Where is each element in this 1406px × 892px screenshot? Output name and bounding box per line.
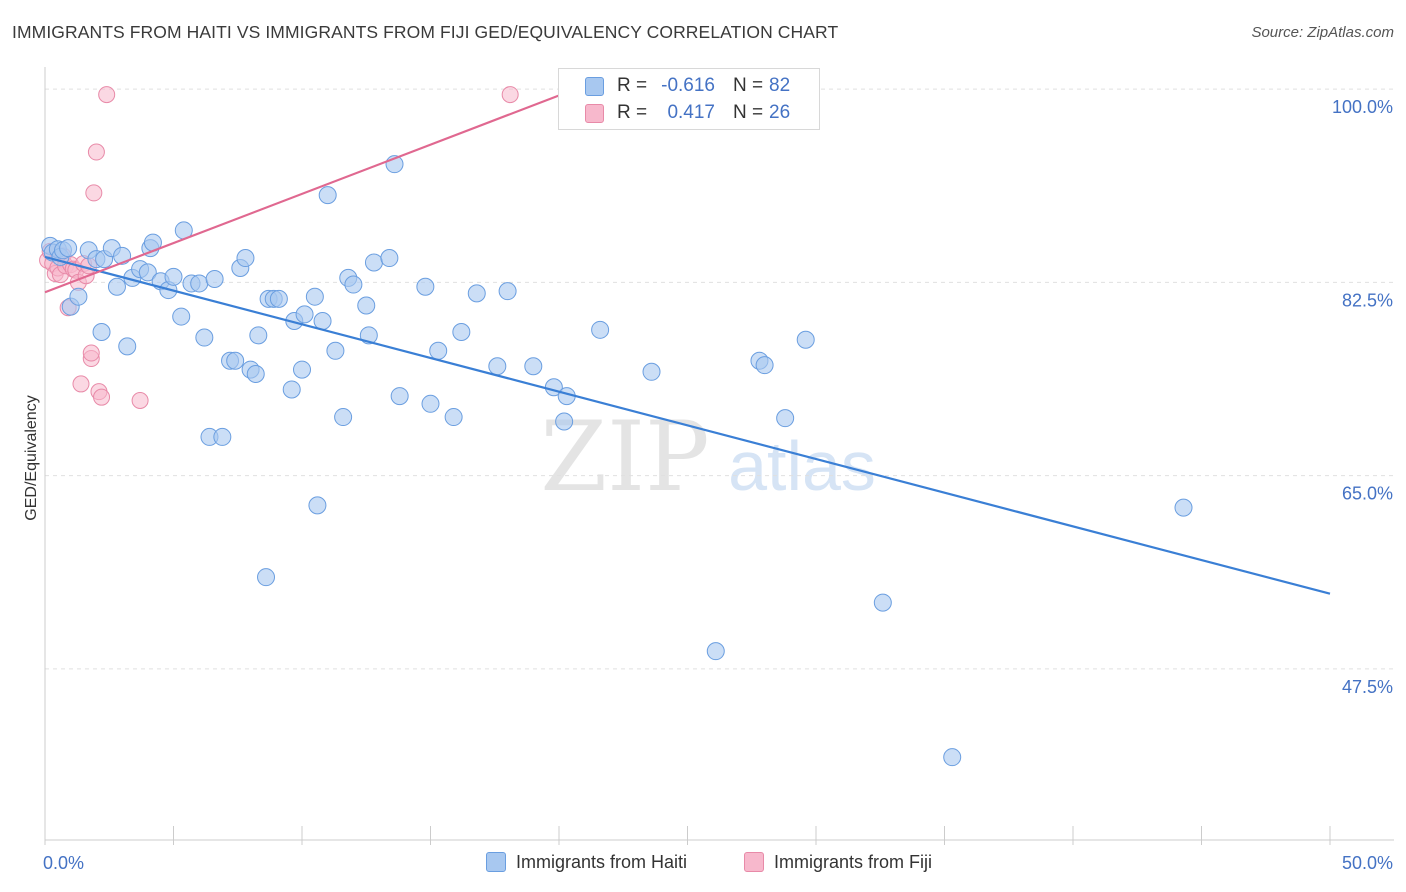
fiji-point bbox=[82, 344, 100, 362]
bottom-legend-fiji: Immigrants from Fiji bbox=[744, 852, 932, 873]
haiti-point bbox=[190, 274, 209, 293]
haiti-point bbox=[305, 287, 324, 306]
watermark-atlas: atlas bbox=[728, 427, 876, 505]
legend-swatch-haiti bbox=[585, 77, 604, 96]
legend-swatch-fiji bbox=[585, 104, 604, 123]
haiti-point bbox=[444, 408, 463, 427]
fiji-trendline bbox=[44, 92, 565, 294]
x-tick-label: 0.0% bbox=[43, 853, 84, 873]
haiti-point bbox=[452, 323, 471, 342]
fiji-point bbox=[87, 143, 105, 161]
haiti-point bbox=[467, 284, 486, 303]
fiji-point bbox=[93, 388, 111, 406]
legend-row-haiti: R = -0.616 N = 82 bbox=[559, 73, 819, 99]
legend-r-value: 0.417 bbox=[667, 102, 715, 123]
haiti-point bbox=[488, 357, 507, 376]
haiti-point bbox=[429, 341, 448, 360]
haiti-point bbox=[226, 351, 245, 370]
chart-title: IMMIGRANTS FROM HAITI VS IMMIGRANTS FROM… bbox=[12, 22, 839, 42]
fiji-point bbox=[501, 86, 519, 104]
legend-row-fiji: R = 0.417 N = 26 bbox=[559, 100, 819, 126]
watermark: ZIP atlas bbox=[540, 401, 876, 513]
source-label: Source: ZipAtlas.com bbox=[1251, 24, 1394, 41]
haiti-point bbox=[282, 380, 301, 399]
y-tick-label: 65.0% bbox=[1342, 484, 1393, 504]
legend-n-label: N = bbox=[733, 75, 764, 96]
haiti-point bbox=[92, 323, 111, 342]
haiti-point bbox=[421, 394, 440, 413]
bottom-legend-swatch-haiti bbox=[486, 852, 506, 872]
haiti-point bbox=[138, 263, 157, 282]
haiti-point bbox=[390, 387, 409, 406]
haiti-point bbox=[205, 270, 224, 289]
legend-n-value: 82 bbox=[769, 75, 791, 96]
x-tick-label: 50.0% bbox=[1342, 853, 1393, 873]
haiti-point bbox=[118, 337, 137, 356]
haiti-point bbox=[873, 593, 892, 612]
haiti-point bbox=[416, 277, 435, 296]
legend-r-label: R = bbox=[617, 102, 648, 123]
haiti-point bbox=[380, 249, 399, 268]
haiti-point bbox=[293, 360, 311, 379]
bottom-legend-fiji-label: Immigrants from Fiji bbox=[774, 852, 933, 872]
haiti-point bbox=[642, 362, 661, 381]
haiti-point bbox=[364, 253, 383, 272]
fiji-point bbox=[85, 184, 103, 202]
haiti-point bbox=[59, 239, 78, 258]
fiji-point bbox=[131, 391, 149, 409]
haiti-point bbox=[498, 282, 517, 301]
haiti-point bbox=[257, 568, 276, 587]
haiti-point bbox=[246, 364, 265, 383]
fiji-point bbox=[98, 86, 116, 104]
haiti-point bbox=[164, 267, 183, 286]
haiti-point bbox=[555, 412, 574, 431]
haiti-point bbox=[1174, 498, 1193, 517]
haiti-point bbox=[943, 748, 962, 767]
haiti-point bbox=[107, 277, 126, 296]
bottom-legend-haiti: Immigrants from Haiti bbox=[486, 852, 687, 873]
haiti-point bbox=[269, 289, 288, 308]
haiti-trendline bbox=[44, 255, 1331, 595]
haiti-point bbox=[706, 642, 725, 661]
haiti-point bbox=[776, 409, 795, 428]
haiti-point bbox=[591, 320, 610, 339]
trendlines bbox=[44, 92, 1331, 595]
haiti-point bbox=[326, 341, 345, 360]
legend-n-label: N = bbox=[733, 102, 764, 123]
haiti-point bbox=[344, 275, 363, 294]
haiti-point bbox=[524, 357, 543, 376]
bottom-legend-swatch-fiji bbox=[744, 852, 764, 872]
haiti-point bbox=[172, 307, 191, 326]
haiti-point bbox=[213, 427, 232, 446]
haiti-point bbox=[755, 356, 774, 375]
y-tick-label: 82.5% bbox=[1342, 290, 1393, 310]
bottom-legend-haiti-label: Immigrants from Haiti bbox=[516, 852, 688, 872]
haiti-point bbox=[308, 496, 327, 515]
haiti-point bbox=[357, 296, 376, 315]
axes bbox=[44, 67, 1394, 845]
legend-r-value: -0.616 bbox=[661, 75, 715, 96]
haiti-point bbox=[318, 186, 337, 205]
legend-n-value: 26 bbox=[769, 102, 791, 123]
haiti-point bbox=[313, 311, 332, 330]
haiti-point bbox=[334, 408, 353, 427]
haiti-point bbox=[69, 287, 88, 306]
legend-r-label: R = bbox=[617, 75, 648, 96]
haiti-point bbox=[236, 249, 255, 268]
haiti-point bbox=[295, 305, 314, 324]
haiti-point bbox=[195, 328, 214, 347]
correlation-legend: R = -0.616 N = 82 R = 0.417 N = 26 bbox=[558, 68, 820, 130]
tick-labels: 47.5% 65.0% 82.5% 100.0% 0.0% 50.0% bbox=[43, 97, 1393, 873]
y-tick-label: 47.5% bbox=[1342, 677, 1393, 697]
gridlines bbox=[45, 88, 1394, 670]
fiji-point bbox=[72, 375, 90, 393]
y-tick-label: 100.0% bbox=[1332, 97, 1393, 117]
haiti-point bbox=[796, 330, 815, 349]
haiti-point bbox=[249, 326, 268, 345]
